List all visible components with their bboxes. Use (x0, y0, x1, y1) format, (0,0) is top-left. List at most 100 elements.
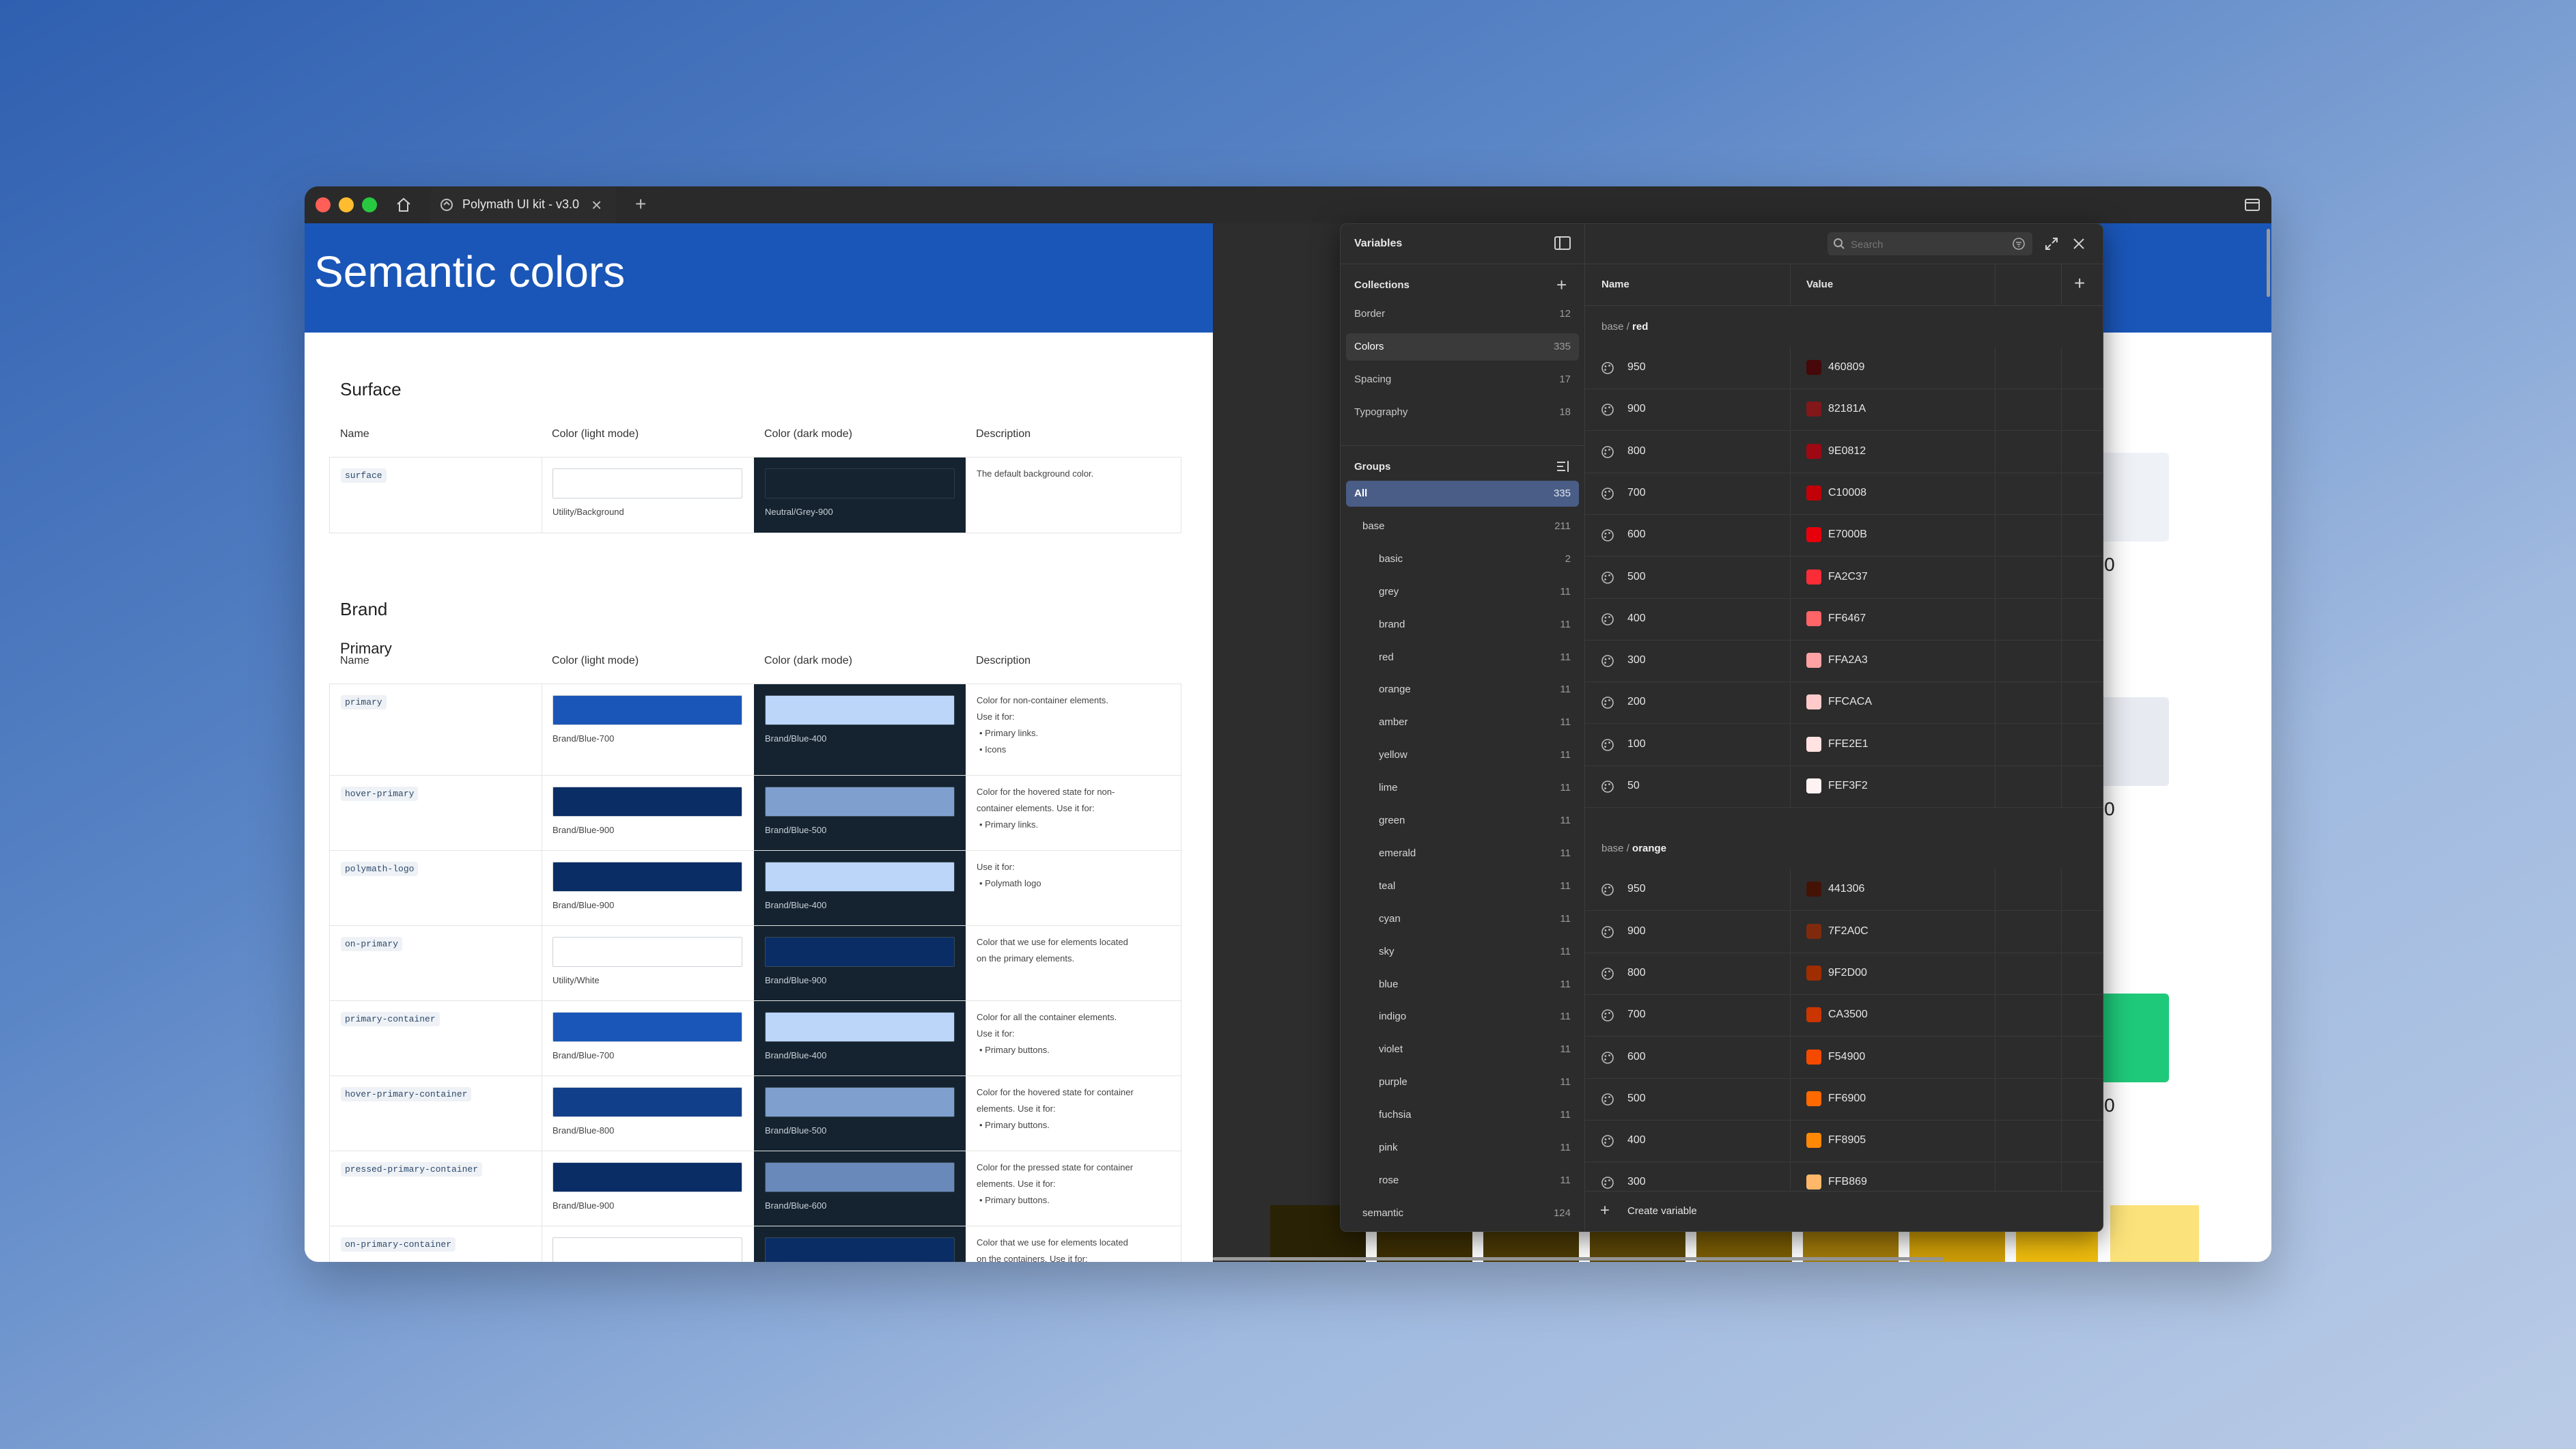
collection-item-colors[interactable]: Colors 335 (1346, 333, 1579, 361)
variable-row[interactable]: 700 C10008 (1585, 472, 2103, 515)
variable-row[interactable]: 900 7F2A0C (1585, 910, 2103, 953)
column-divider (1790, 640, 1791, 682)
group-item-orange[interactable]: orange 11 (1346, 677, 1579, 703)
variable-value[interactable]: 441306 (1828, 883, 1865, 895)
variable-row[interactable]: 800 9F2D00 (1585, 952, 2103, 995)
search-input[interactable] (1849, 236, 2002, 253)
search-field[interactable] (1828, 232, 2032, 255)
color-variable-icon (1600, 882, 1615, 897)
group-settings-icon[interactable] (1555, 459, 1571, 474)
collection-item-spacing[interactable]: Spacing 17 (1346, 366, 1579, 393)
group-item-green[interactable]: green 11 (1346, 808, 1579, 834)
variable-value[interactable]: 460809 (1828, 361, 1865, 373)
column-divider (2061, 472, 2062, 514)
variable-row[interactable]: 400 FF6467 (1585, 597, 2103, 641)
column-header-value[interactable]: Value (1806, 279, 1834, 290)
group-item-purple[interactable]: purple 11 (1346, 1069, 1579, 1095)
light-mode-label: Brand/Blue-700 (552, 1050, 615, 1060)
group-item-lime[interactable]: lime 11 (1346, 775, 1579, 801)
variable-row[interactable]: 800 9E0812 (1585, 430, 2103, 473)
group-item-all[interactable]: All 335 (1346, 481, 1579, 507)
vertical-scrollbar[interactable] (2267, 229, 2270, 297)
collection-item-border[interactable]: Border 12 (1346, 300, 1579, 328)
group-item-fuchsia[interactable]: fuchsia 11 (1346, 1102, 1579, 1128)
variable-name: 300 (1627, 654, 1646, 666)
close-window-button[interactable] (316, 197, 331, 212)
variable-row[interactable]: 300 FFB869 (1585, 1162, 2103, 1191)
tab-close-icon[interactable]: × (591, 195, 602, 215)
variable-row[interactable]: 950 441306 (1585, 869, 2103, 912)
horizontal-scrollbar[interactable] (1213, 1256, 2271, 1262)
filter-icon[interactable] (2012, 237, 2026, 251)
variable-row[interactable]: 600 F54900 (1585, 1036, 2103, 1079)
variable-value[interactable]: FFE2E1 (1828, 737, 1868, 750)
group-item-rose[interactable]: rose 11 (1346, 1168, 1579, 1194)
group-item-cyan[interactable]: cyan 11 (1346, 906, 1579, 932)
variable-value[interactable]: 9E0812 (1828, 445, 1866, 457)
group-item-red[interactable]: red 11 (1346, 645, 1579, 671)
variable-row[interactable]: 200 FFCACA (1585, 681, 2103, 724)
variable-value[interactable]: C10008 (1828, 486, 1867, 498)
close-icon[interactable] (2071, 236, 2086, 251)
group-item-basic[interactable]: basic 2 (1346, 546, 1579, 572)
maximize-window-button[interactable] (362, 197, 377, 212)
variable-value[interactable]: FA2C37 (1828, 570, 1868, 582)
variable-value[interactable]: FFB869 (1828, 1176, 1867, 1188)
column-header-name[interactable]: Name (1601, 279, 1629, 290)
variable-value[interactable]: FF6467 (1828, 612, 1866, 624)
group-item-amber[interactable]: amber 11 (1346, 709, 1579, 735)
variable-row[interactable]: 400 FF8905 (1585, 1120, 2103, 1163)
group-item-brand[interactable]: brand 11 (1346, 612, 1579, 638)
variable-row[interactable]: 950 460809 (1585, 347, 2103, 389)
group-item-sky[interactable]: sky 11 (1346, 939, 1579, 965)
variable-value[interactable]: FF8905 (1828, 1134, 1866, 1146)
light-mode-label: Brand/Blue-800 (552, 1125, 615, 1136)
variable-value[interactable]: FEF3F2 (1828, 780, 1868, 791)
variable-value[interactable]: F54900 (1828, 1050, 1866, 1063)
variable-value[interactable]: FF6900 (1828, 1092, 1866, 1104)
group-item-blue[interactable]: blue 11 (1346, 972, 1579, 998)
variable-value[interactable]: 82181A (1828, 403, 1866, 415)
scrollbar-thumb[interactable] (1213, 1257, 1944, 1261)
group-item-grey[interactable]: grey 11 (1346, 579, 1579, 605)
group-item-violet[interactable]: violet 11 (1346, 1037, 1579, 1063)
new-tab-button[interactable]: + (635, 193, 647, 214)
collection-item-typography[interactable]: Typography 18 (1346, 399, 1579, 426)
expand-icon[interactable] (2044, 236, 2059, 251)
create-variable-button[interactable]: + Create variable (1585, 1191, 2103, 1231)
minimize-window-button[interactable] (339, 197, 354, 212)
variable-value[interactable]: 7F2A0C (1828, 925, 1868, 937)
group-item-emerald[interactable]: emerald 11 (1346, 841, 1579, 867)
column-header: Description (976, 655, 1031, 666)
group-item-base[interactable]: base 211 (1346, 514, 1579, 539)
variable-value[interactable]: E7000B (1828, 529, 1867, 541)
column-divider (1995, 347, 1996, 389)
token-name: on-primary (341, 937, 403, 951)
variable-row[interactable]: 600 E7000B (1585, 514, 2103, 557)
variable-value[interactable]: CA3500 (1828, 1009, 1868, 1021)
panel-toggle-icon[interactable] (2244, 197, 2260, 213)
variable-row[interactable]: 100 FFE2E1 (1585, 723, 2103, 766)
group-item-semantic[interactable]: semantic 124 (1346, 1200, 1579, 1226)
group-item-indigo[interactable]: indigo 11 (1346, 1004, 1579, 1030)
group-item-teal[interactable]: teal 11 (1346, 873, 1579, 899)
tab-polymath-ui-kit[interactable]: Polymath UI kit - v3.0 × (431, 186, 615, 223)
variable-row[interactable]: 900 82181A (1585, 389, 2103, 432)
group-item-pink[interactable]: pink 11 (1346, 1135, 1579, 1161)
add-collection-button[interactable]: + (1556, 275, 1567, 295)
group-item-yellow[interactable]: yellow 11 (1346, 742, 1579, 768)
dark-mode-label: Brand/Blue-600 (765, 1200, 827, 1211)
variable-row[interactable]: 50 FEF3F2 (1585, 765, 2103, 808)
variable-row[interactable]: 700 CA3500 (1585, 994, 2103, 1037)
variable-row[interactable]: 500 FA2C37 (1585, 556, 2103, 599)
add-mode-button[interactable]: + (2074, 272, 2086, 294)
column-divider (1995, 430, 1996, 473)
variable-value[interactable]: FFA2A3 (1828, 654, 1868, 666)
variable-value[interactable]: 9F2D00 (1828, 966, 1867, 979)
sidebar-toggle-icon[interactable] (1554, 235, 1571, 251)
variable-value[interactable]: FFCACA (1828, 696, 1872, 708)
variable-row[interactable]: 300 FFA2A3 (1585, 640, 2103, 683)
variable-row[interactable]: 500 FF6900 (1585, 1078, 2103, 1121)
variable-name: 300 (1627, 1176, 1646, 1188)
home-icon[interactable] (395, 196, 412, 214)
